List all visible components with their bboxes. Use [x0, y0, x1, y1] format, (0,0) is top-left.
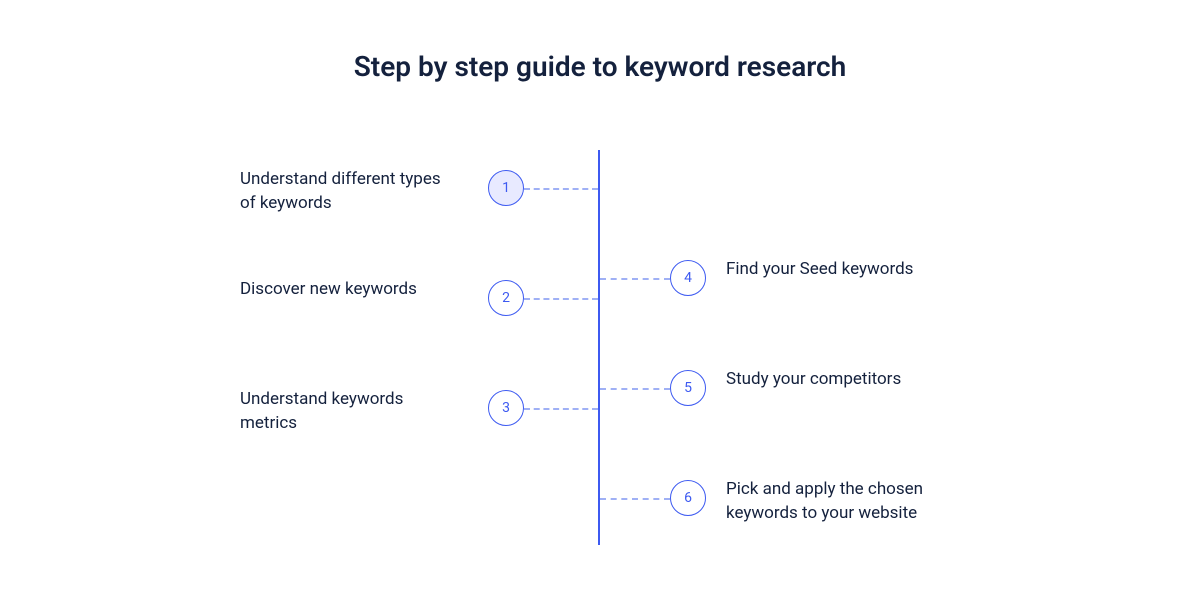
step-number: 2 [502, 290, 510, 306]
step-label: Find your Seed keywords [726, 258, 976, 282]
step-label: Understand keywords metrics [240, 388, 460, 436]
step-number: 1 [502, 180, 510, 196]
step-circle: 1 [488, 170, 524, 206]
step-circle: 4 [670, 260, 706, 296]
step-number: 6 [684, 490, 692, 506]
connector-right [600, 388, 670, 390]
connector-right [600, 278, 670, 280]
step-number: 3 [502, 400, 510, 416]
connector-left [524, 298, 598, 300]
center-vertical-line [598, 150, 600, 545]
step-label: Study your competitors [726, 368, 976, 392]
connector-left [524, 188, 598, 190]
connector-right [600, 498, 670, 500]
connector-left [524, 408, 598, 410]
step-circle: 2 [488, 280, 524, 316]
step-label: Pick and apply the chosen keywords to yo… [726, 478, 976, 526]
step-circle: 6 [670, 480, 706, 516]
step-label: Understand different types of keywords [240, 168, 460, 216]
diagram-title: Step by step guide to keyword research [354, 50, 847, 83]
step-circle: 5 [670, 370, 706, 406]
step-number: 4 [684, 270, 692, 286]
step-circle: 3 [488, 390, 524, 426]
step-number: 5 [684, 380, 692, 396]
step-label: Discover new keywords [240, 278, 460, 302]
